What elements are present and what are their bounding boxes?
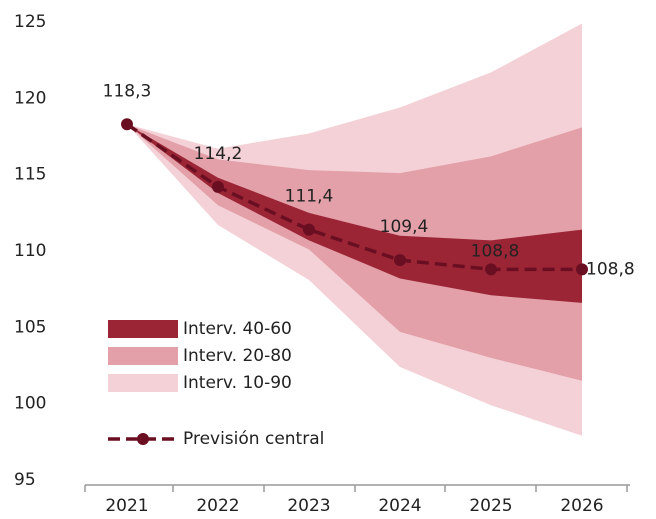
value-label: 108,8 (471, 241, 520, 261)
value-label: 118,3 (103, 81, 152, 101)
legend-label: Interv. 20-80 (183, 346, 292, 366)
legend-label: Previsión central (183, 429, 324, 449)
x-axis-ticks (84, 485, 628, 492)
x-tick-label: 2026 (560, 496, 603, 516)
legend-marker (137, 433, 149, 445)
value-label: 108,8 (586, 259, 635, 279)
x-tick-label: 2025 (469, 496, 512, 516)
legend-label: Interv. 40-60 (183, 319, 292, 339)
y-tick-label: 115 (14, 165, 46, 185)
point (485, 263, 497, 276)
point (394, 254, 406, 267)
legend-swatch (108, 347, 178, 365)
legend-label: Interv. 10-90 (183, 373, 292, 393)
x-tick-label: 2021 (105, 496, 148, 516)
legend-swatch (108, 374, 178, 392)
value-label: 111,4 (285, 187, 334, 207)
point (576, 263, 588, 276)
x-tick-label: 2022 (196, 496, 239, 516)
y-tick-label: 125 (14, 12, 46, 32)
value-label: 109,4 (380, 217, 429, 237)
point (212, 180, 224, 193)
point (303, 223, 315, 236)
point (121, 118, 133, 131)
legend-swatch (108, 320, 178, 338)
y-tick-label: 110 (14, 241, 46, 261)
y-tick-label: 95 (14, 470, 36, 490)
band-area (127, 124, 582, 303)
central-line (126, 122, 582, 272)
x-tick-label: 2023 (287, 496, 330, 516)
x-tick-label: 2024 (378, 496, 421, 516)
y-tick-label: 100 (14, 394, 46, 414)
y-tick-label: 105 (14, 317, 46, 337)
y-tick-label: 120 (14, 88, 46, 108)
value-label: 114,2 (194, 144, 243, 164)
bands (127, 23, 582, 436)
